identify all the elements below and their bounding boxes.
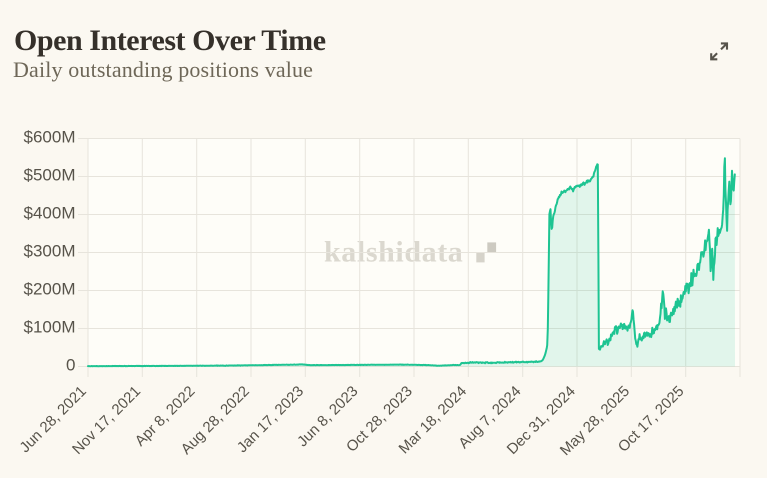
svg-text:$200M: $200M [24, 280, 76, 299]
svg-text:$600M: $600M [24, 128, 76, 147]
svg-text:$400M: $400M [24, 204, 76, 223]
svg-text:0: 0 [66, 356, 75, 375]
svg-text:$300M: $300M [24, 242, 76, 261]
svg-text:$500M: $500M [24, 166, 76, 185]
svg-text:$100M: $100M [24, 318, 76, 337]
